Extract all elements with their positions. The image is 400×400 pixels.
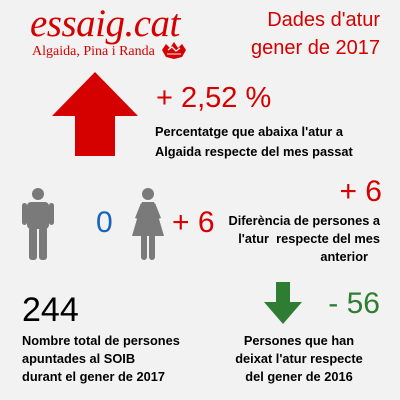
site-logo: essaig.cat	[30, 2, 180, 45]
yearly-description-line2: deixat l'atur respecte	[235, 351, 363, 366]
total-change-value: + 6	[339, 175, 382, 208]
page-title-line2: gener de 2017	[250, 37, 380, 59]
total-description-line3: durant el gener de 2017	[22, 369, 165, 384]
yearly-description-line3: del gener de 2016	[245, 369, 353, 384]
men-change-value: 0	[96, 206, 113, 239]
man-icon	[22, 188, 54, 260]
change-description-line1: Diferència de persones a	[228, 213, 381, 228]
change-description-line2: l'atur respecte del mes	[238, 231, 380, 246]
change-description: Diferència de persones a l'atur respecte…	[200, 212, 381, 266]
page-title: Dades d'atur gener de 2017	[220, 6, 380, 62]
percentage-value: + 2,52 %	[156, 82, 272, 114]
site-subtitle: Algaida, Pina i Randa	[32, 44, 155, 59]
total-description-line2: apuntades al SOIB	[22, 351, 136, 366]
up-arrow-icon	[52, 72, 138, 156]
yearly-change-description: Persones que han deixat l'atur respecte …	[214, 332, 384, 386]
percentage-description-line2: Algaida respecte del mes passat	[155, 144, 353, 159]
page-title-line1: Dades d'atur	[267, 9, 380, 31]
total-description-line1: Nombre total de persones	[22, 333, 180, 348]
down-arrow-icon	[264, 282, 302, 324]
percentage-description-line1: Percentatge que abaixa l'atur a	[155, 124, 343, 139]
total-registered-value: 244	[22, 291, 79, 329]
yearly-description-line1: Persones que han	[243, 333, 355, 348]
yearly-change-value: - 56	[328, 287, 380, 320]
total-registered-description: Nombre total de persones apuntades al SO…	[22, 332, 222, 386]
women-change-value: + 6	[172, 206, 215, 239]
change-description-line3: anterior	[320, 249, 368, 264]
seal-icon	[162, 42, 186, 59]
percentage-description: Percentatge que abaixa l'atur a Algaida …	[155, 122, 375, 162]
woman-icon	[132, 188, 164, 260]
